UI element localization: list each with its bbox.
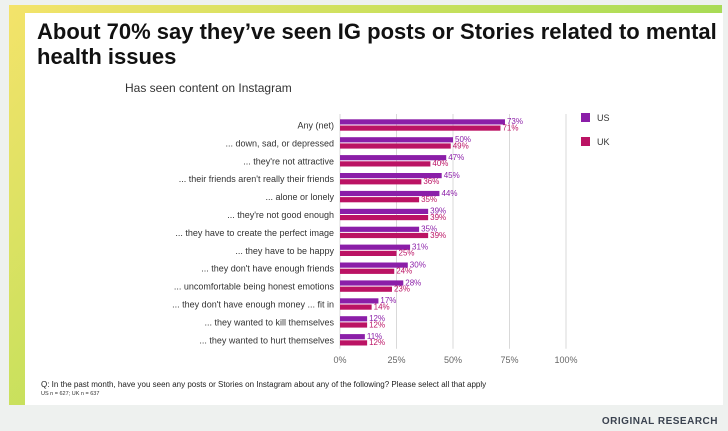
data-label-uk: 14%: [374, 302, 390, 311]
data-label-uk: 39%: [430, 213, 446, 222]
data-label-us: 17%: [380, 296, 396, 305]
x-tick-label: 75%: [500, 355, 518, 365]
bar-us: [340, 119, 505, 125]
bar-uk: [340, 179, 422, 185]
category-label: ... they wanted to hurt themselves: [199, 335, 334, 345]
bar-uk: [340, 322, 368, 328]
category-label: ... they don't have enough friends: [201, 264, 334, 274]
data-label-us: 44%: [441, 189, 457, 198]
data-label-uk: 24%: [396, 267, 412, 276]
bar-us: [340, 316, 368, 322]
data-label-uk: 39%: [430, 231, 446, 240]
bar-us: [340, 334, 365, 340]
chart-subtitle: Has seen content on Instagram: [125, 81, 292, 95]
category-label: ... alone or lonely: [265, 192, 334, 202]
data-label-us: 45%: [444, 171, 460, 180]
data-label-us: 11%: [367, 332, 382, 341]
bar-us: [340, 262, 408, 268]
data-label-us: 50%: [455, 135, 471, 144]
chart-title: About 70% say they’ve seen IG posts or S…: [37, 19, 717, 69]
bar-uk: [340, 232, 429, 239]
category-label: ... they're not good enough: [227, 210, 334, 220]
bar-us: [340, 244, 411, 250]
legend-label-uk: UK: [597, 137, 610, 147]
bar-us: [340, 155, 447, 161]
data-label-uk: 12%: [369, 320, 385, 329]
category-label: ... they wanted to kill themselves: [204, 317, 334, 327]
bar-us: [340, 137, 453, 143]
bar-us: [340, 173, 442, 179]
category-label: ... they have to create the perfect imag…: [175, 228, 334, 238]
gradient-frame: About 70% say they’ve seen IG posts or S…: [9, 5, 723, 405]
data-label-uk: 23%: [394, 285, 410, 294]
data-label-us: 12%: [369, 314, 385, 323]
bar-uk: [340, 304, 372, 310]
chart-card: About 70% say they’ve seen IG posts or S…: [25, 13, 723, 405]
bar-us: [340, 280, 404, 286]
data-label-uk: 25%: [399, 249, 415, 258]
bar-us: [340, 226, 420, 232]
x-tick-label: 25%: [387, 355, 405, 365]
x-tick-label: 0%: [333, 355, 346, 365]
category-label: ... down, sad, or depressed: [225, 138, 334, 148]
bar-uk: [340, 340, 368, 346]
legend-swatch-us: [581, 113, 590, 122]
category-label: ... uncomfortable being honest emotions: [174, 282, 335, 292]
brand-label: ORIGINAL RESEARCH: [601, 416, 718, 427]
data-label-uk: 12%: [369, 338, 385, 347]
data-label-us: 39%: [430, 207, 446, 216]
legend-label-us: US: [597, 113, 610, 123]
bar-uk: [340, 197, 420, 203]
bar-uk: [340, 268, 395, 274]
data-label-uk: 36%: [423, 177, 439, 186]
category-label: ... they don't have enough money ... fit…: [172, 300, 334, 310]
bar-us: [340, 190, 440, 197]
data-label-us: 73%: [507, 117, 523, 126]
question-footnote: Q: In the past month, have you seen any …: [41, 380, 487, 389]
bar-uk: [340, 286, 392, 292]
bar-uk: [340, 125, 501, 131]
data-label-us: 31%: [412, 243, 428, 252]
bar-uk: [340, 161, 431, 167]
bar-uk: [340, 215, 429, 221]
category-label: ... their friends aren't really their fr…: [179, 174, 335, 184]
data-label-us: 35%: [421, 225, 437, 234]
bar-chart: 0% 25% 50% 75% 100% Any (net) 73%71% ... down, …: [172, 113, 610, 365]
data-label-us: 28%: [405, 278, 421, 287]
bar-uk: [340, 143, 451, 149]
x-tick-label: 100%: [554, 355, 577, 365]
bar-uk: [340, 250, 397, 256]
data-label-uk: 71%: [502, 123, 518, 132]
sample-size-note: US n = 627; UK n = 637: [41, 391, 100, 397]
data-label-us: 47%: [448, 153, 464, 162]
x-tick-label: 50%: [444, 355, 462, 365]
category-label: ... they're not attractive: [243, 156, 334, 166]
data-label-uk: 49%: [453, 141, 469, 150]
bar-us: [340, 298, 379, 304]
category-label: Any (net): [297, 121, 334, 131]
data-label-us: 30%: [410, 260, 426, 269]
category-label: ... they have to be happy: [235, 246, 334, 256]
bar-us: [340, 208, 429, 214]
legend-swatch-uk: [581, 137, 590, 146]
data-label-uk: 35%: [421, 195, 437, 204]
data-label-uk: 40%: [432, 159, 448, 168]
